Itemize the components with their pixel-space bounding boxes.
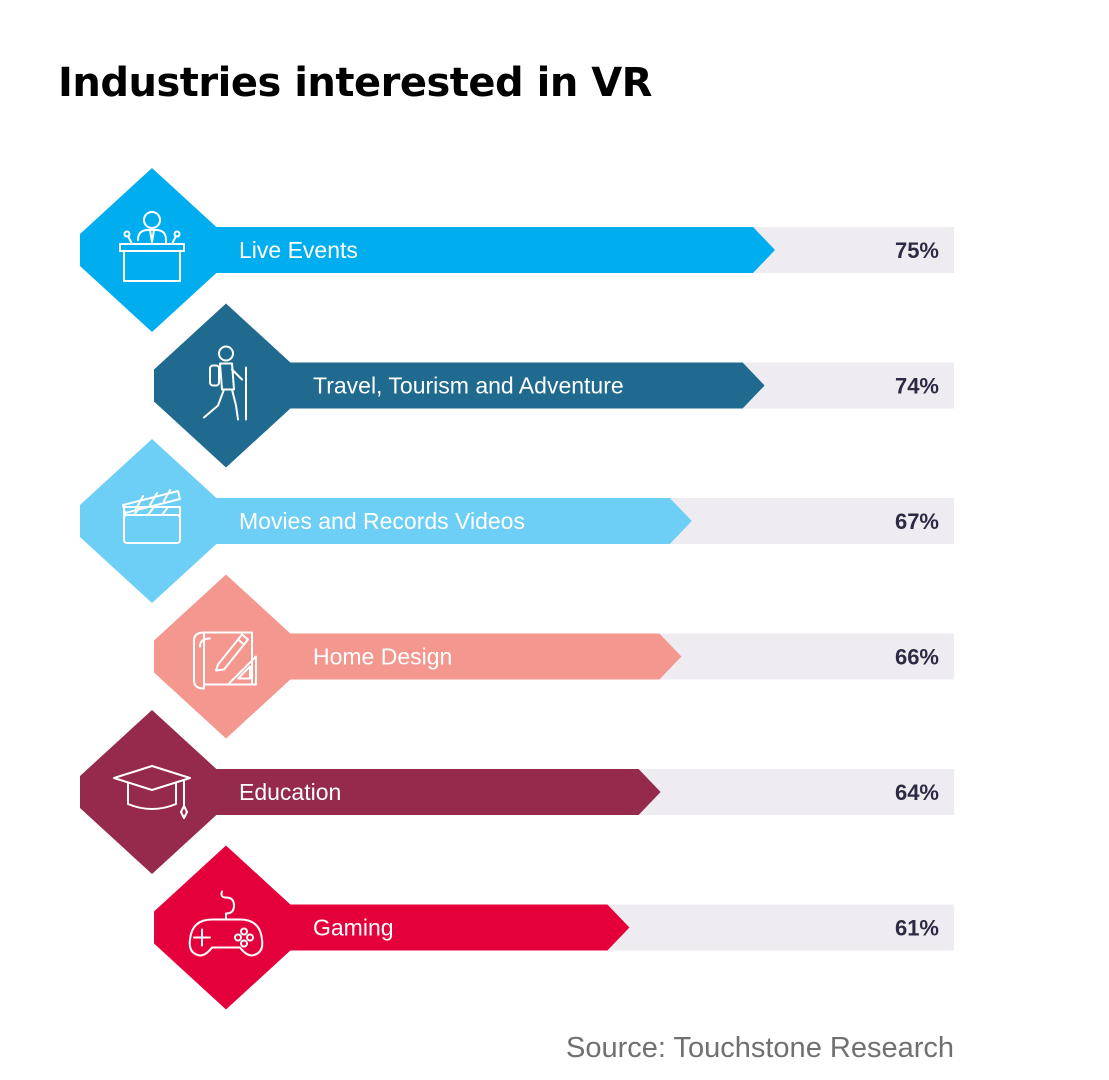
category-hexagon [80,710,224,874]
value-label: 61% [895,916,939,941]
clapperboard-icon [122,489,181,544]
bar [152,769,661,815]
category-hexagon [154,303,298,468]
chart-title: Industries interested in VR [58,60,652,106]
bar [226,633,682,680]
value-label: 64% [895,780,939,805]
graduation-cap-icon [113,765,191,819]
category-label: Travel, Tourism and Adventure [313,373,624,399]
hiker-icon [203,345,247,421]
blueprint-icon [193,631,257,690]
value-label: 66% [895,645,939,670]
category-label: Movies and Records Videos [239,508,525,534]
podium-speaker-icon [119,211,185,282]
category-hexagon [154,574,298,739]
value-label: 75% [895,238,939,263]
category-hexagon [80,439,224,603]
source-note: Source: Touchstone Research [566,1032,954,1064]
category-label: Home Design [313,644,452,670]
bar [152,498,692,544]
category-label: Gaming [313,915,394,941]
category-label: Education [239,779,341,805]
bar [152,227,775,273]
category-label: Live Events [239,237,358,263]
gamepad-icon [188,890,264,957]
category-hexagon [154,845,298,1010]
bar [226,904,630,951]
value-label: 67% [895,509,939,534]
value-label: 74% [895,374,939,399]
bar [226,362,765,409]
